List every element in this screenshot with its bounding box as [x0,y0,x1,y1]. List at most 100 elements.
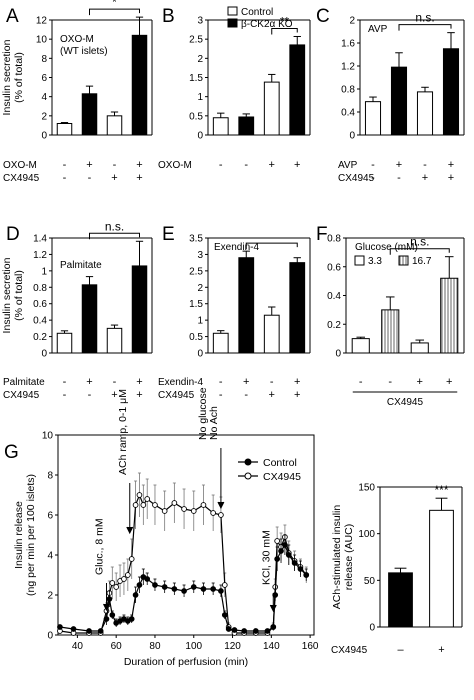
bar [238,116,255,136]
condition-mark: - [63,172,67,184]
data-point [303,572,310,578]
y-tick-label: 0.4 [327,291,341,302]
condition-mark: - [244,159,248,171]
condition-mark: + [422,172,428,184]
y-tick-label: 0 [41,349,47,360]
legend-swatch [227,18,238,28]
y-tick-label: 8 [47,471,53,482]
condition-mark: - [63,159,67,171]
condition-mark: + [448,159,454,171]
y-tick-label: 150 [358,483,375,494]
annotation-label: No Ach [208,406,220,440]
condition-mark: + [294,376,300,388]
y-tick-label: 0.2 [33,332,47,343]
y-tick-label: 2 [197,54,203,65]
panel-letter: D [6,224,20,245]
bar [429,509,454,628]
bar [81,284,98,354]
bar [364,101,382,136]
y-tick-label: 0.6 [33,299,47,310]
data-point [109,612,116,618]
y-tick-label: 3 [197,16,203,27]
data-point [109,580,116,586]
panel-annotation: AVP [368,24,388,35]
bar [131,34,148,136]
condition-mark: + [396,159,402,171]
condition-mark: - [113,376,117,388]
data-point [181,588,187,594]
y-tick-label: 4 [41,92,47,103]
condition-mark: - [244,389,248,401]
panel-letter: A [6,6,19,27]
y-tick-label: 12 [36,16,48,27]
y-tick-label: 0.4 [341,108,355,119]
y-tick-label: 2 [349,16,355,27]
condition-mark: + [243,376,249,388]
x-tick-label: 60 [111,641,123,652]
condition-mark: - [88,389,92,401]
condition-mark: + [438,644,444,656]
legend-title: Glucose (mM) [355,242,418,253]
annotation-arrowhead [126,526,134,535]
y-tick-label: 0.4 [33,316,47,327]
condition-mark: + [294,159,300,171]
significance-bracket [89,232,140,240]
y-tick-label: 0.5 [189,111,203,122]
bar [81,93,98,136]
annotation-label: No glucose [197,387,209,440]
plot-frame [57,434,315,636]
y-tick-label: 1.2 [341,62,355,73]
data-point [121,576,127,582]
panel-letter: E [162,224,175,245]
data-point [113,584,120,590]
bar [131,265,148,354]
data-point [282,542,288,548]
condition-mark: + [86,159,92,171]
data-point [152,502,158,508]
data-point [231,627,238,633]
y-tick-label: 10 [42,431,54,442]
y-tick-label: 0 [369,623,375,634]
x-tick-label: 120 [224,641,241,652]
legend-swatch [227,6,238,16]
condition-label: Exendin-4 [158,377,203,388]
condition-label: Palmitate [3,377,45,388]
y-axis-label: Insulin release [13,501,25,569]
bar [351,338,370,354]
legend-label: Control [263,457,297,469]
y-tick-label: 2.5 [189,266,203,277]
x-tick-label: 80 [149,641,161,652]
data-point [285,552,292,558]
data-point [152,582,158,588]
significance-bracket [245,242,298,250]
x-axis-label: Duration of perfusion (min) [124,656,248,668]
data-point [252,628,259,634]
significance-bracket [389,248,450,255]
bar [289,44,306,136]
panel-d: 00.20.40.60.811.21.4n.s.Palmitate - + - +CX4… [1,219,153,401]
bar [106,115,123,136]
data-point [124,572,131,578]
bar [263,81,280,136]
condition-mark: + [86,376,92,388]
data-point [291,560,298,566]
annotation-arrowhead [269,604,277,613]
y-tick-label: 3.5 [189,234,203,245]
bar [416,91,434,136]
condition-label: CX4945 [3,173,40,184]
bar [410,342,429,354]
condition-mark: - [423,159,427,171]
y-tick-label: 1.6 [341,39,355,50]
y-tick-label: 0.6 [327,262,341,273]
y-axis-label: ACh-stimulated insulin [331,505,343,610]
panel-annotation: Palmitate [60,260,102,271]
y-axis-label: (% of total) [13,270,25,321]
y-tick-label: 0 [197,349,203,360]
group-label: CX4945 [387,397,424,408]
annotation-arrowhead [217,501,225,510]
condition-mark: + [446,376,452,388]
condition-mark: + [448,172,454,184]
data-point [128,556,135,562]
